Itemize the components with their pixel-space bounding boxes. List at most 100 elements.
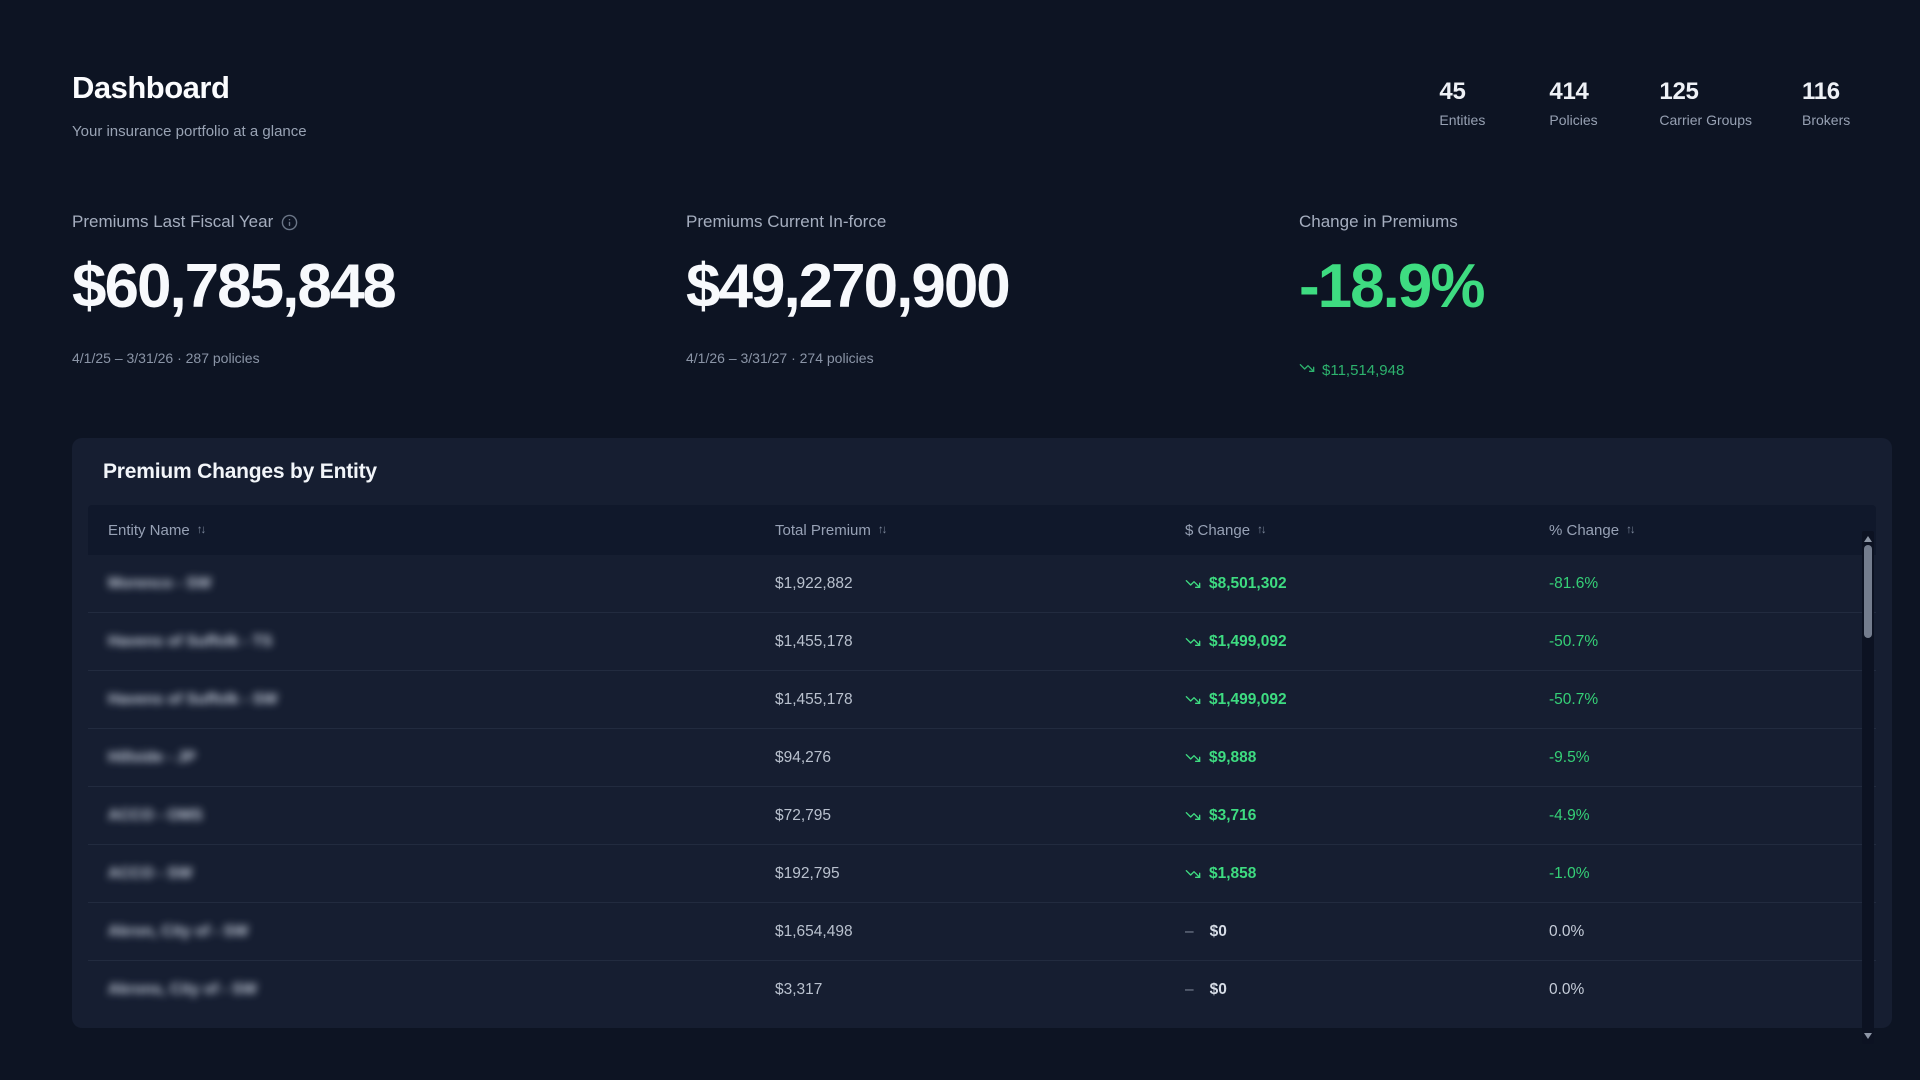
table-row[interactable]: ACCO - OMS $72,795 $3,716 -4.9% [88,787,1876,845]
entity-name-cell-redacted: Hillside - JP [108,748,196,766]
trending-down-icon [1185,576,1201,592]
kpi-period: 4/1/26 – 3/31/27 · 274 policies [686,350,874,366]
total-premium-cell: $72,795 [775,806,832,824]
dollar-change-value: $0 [1209,981,1227,998]
table-row[interactable]: ACCO - SW $192,795 $1,858 -1.0% [88,845,1876,903]
stat-value: 45 [1439,78,1466,105]
total-premium-cell: $192,795 [775,864,840,882]
dollar-change-value: $8,501,302 [1209,574,1287,592]
stat-value: 125 [1659,78,1699,105]
dollar-change-cell: $1,858 [1185,865,1549,883]
stat-policies: 414 Policies [1549,78,1609,128]
scroll-up-arrow[interactable] [1864,536,1872,542]
dollar-change-cell: $3,716 [1185,807,1549,825]
table-title: Premium Changes by Entity [103,460,377,483]
pct-change-cell: -9.5% [1549,748,1590,766]
table-scrollbar[interactable] [1862,531,1874,1044]
total-premium-cell: $1,654,498 [775,922,853,940]
scrollbar-thumb[interactable] [1864,545,1872,638]
total-premium-cell: $3,317 [775,981,823,998]
pct-change-cell: -50.7% [1549,632,1599,650]
entity-name-cell-redacted: Havens of Suffolk - SW [108,690,278,708]
kpi-change-amount: $11,514,948 [1299,360,1862,380]
trending-down-icon [1185,808,1201,824]
stat-label: Policies [1549,112,1598,128]
kpi-premiums-last-fiscal-year: Premiums Last Fiscal Year $60,785,848 4/… [72,212,686,380]
dollar-change-value: $1,858 [1209,864,1257,882]
column-header-dollar-change[interactable]: $ Change ↑↓ [1185,522,1549,539]
kpi-row: Premiums Last Fiscal Year $60,785,848 4/… [0,212,1920,380]
info-icon[interactable] [281,214,298,231]
entity-name-cell-redacted: ACCO - SW [108,864,193,882]
sort-icon[interactable]: ↑↓ [196,524,206,536]
portfolio-stats: 45 Entities 414 Policies 125 Carrier Gro… [1439,78,1862,128]
kpi-label-text: Premiums Current In-force [686,212,887,231]
scroll-down-arrow[interactable] [1864,1033,1872,1039]
stat-value: 414 [1549,78,1589,105]
dollar-change-value: $3,716 [1209,806,1257,824]
dollar-change-value: $1,499,092 [1209,690,1287,708]
stat-label: Brokers [1802,112,1851,128]
table-row[interactable]: Akrons, City of - SW $3,317 – $0 0.0% [88,961,1876,1019]
pct-change-cell: -50.7% [1549,690,1599,708]
trending-down-icon [1185,692,1201,708]
sort-icon[interactable]: ↑↓ [877,524,887,536]
entity-name-cell-redacted: Akron, City of - SW [108,922,249,940]
pct-change-cell: -81.6% [1549,574,1599,592]
dollar-change-cell: – $0 [1185,923,1549,941]
kpi-change-amount-text: $11,514,948 [1322,361,1405,379]
pct-change-cell: -4.9% [1549,806,1590,824]
stat-carrier-groups: 125 Carrier Groups [1659,78,1752,128]
total-premium-cell: $94,276 [775,748,832,766]
column-header-total-premium[interactable]: Total Premium ↑↓ [775,522,1185,539]
dollar-change-cell: $8,501,302 [1185,575,1549,593]
sort-icon[interactable]: ↑↓ [1257,524,1266,536]
dollar-change-value: $1,499,092 [1209,632,1287,650]
kpi-value: $49,270,900 [686,252,1011,321]
dollar-change-cell: $1,499,092 [1185,633,1549,651]
column-header-label: % Change [1549,521,1620,539]
column-header-entity-name[interactable]: Entity Name ↑↓ [108,522,775,539]
table-row[interactable]: Hillside - JP $94,276 $9,888 -9.5% [88,729,1876,787]
column-header-label: Entity Name [108,521,190,539]
dollar-change-value: $0 [1209,922,1227,940]
title-block: Dashboard Your insurance portfolio at a … [72,70,307,140]
premium-changes-card: Premium Changes by Entity Entity Name ↑↓… [72,438,1892,1044]
kpi-premiums-current-inforce: Premiums Current In-force $49,270,900 4/… [686,212,1299,380]
entity-name-cell-redacted: ACCO - OMS [108,806,203,824]
stat-label: Entities [1439,112,1486,128]
kpi-label: Premiums Current In-force [686,212,1299,232]
stat-brokers: 116 Brokers [1802,78,1862,128]
kpi-change-in-premiums: Change in Premiums -18.9% $11,514,948 [1299,212,1862,380]
table-row[interactable]: Akron, City of - SW $1,654,498– $0 0.0% [88,903,1876,961]
stat-entities: 45 Entities [1439,78,1499,128]
kpi-label: Change in Premiums [1299,212,1862,232]
table-body: Morenco - SW $1,922,882 $8,501,302 -81.6% Ha… [88,555,1876,1019]
kpi-label-text: Premiums Last Fiscal Year [72,212,274,231]
table-row[interactable]: Havens of Suffolk - TS $1,455,178 $1,499,0… [88,613,1876,671]
trending-down-icon [1185,634,1201,650]
sort-icon[interactable]: ↑↓ [1626,524,1635,536]
table-row[interactable]: Morenco - SW $1,922,882 $8,501,302 -81.6% [88,555,1876,613]
topbar: Dashboard Your insurance portfolio at a … [0,0,1920,140]
dollar-change-cell: $9,888 [1185,749,1549,767]
dollar-change-cell: – $0 [1185,981,1549,999]
stat-value: 116 [1802,78,1840,105]
kpi-label-text: Change in Premiums [1299,212,1458,231]
trending-down-icon [1299,360,1315,380]
kpi-value: $60,785,848 [72,252,397,321]
pct-change-cell: -1.0% [1549,864,1590,882]
dollar-change-cell: $1,499,092 [1185,691,1549,709]
pct-change-cell: 0.0% [1549,981,1585,998]
kpi-value: -18.9% [1299,252,1485,321]
table-row[interactable]: Havens of Suffolk - SW $1,455,178 $1,499,0… [88,671,1876,729]
total-premium-cell: $1,922,882 [775,574,853,592]
column-header-label: Total Premium [775,521,871,539]
entity-name-cell-redacted: Morenco - SW [108,574,212,592]
entity-name-cell-redacted: Akrons, City of - SW [108,981,257,998]
dollar-change-value: $9,888 [1209,748,1257,766]
column-header-label: $ Change [1185,521,1251,539]
column-header-pct-change[interactable]: % Change ↑↓ [1549,522,1876,539]
total-premium-cell: $1,455,178 [775,632,853,650]
